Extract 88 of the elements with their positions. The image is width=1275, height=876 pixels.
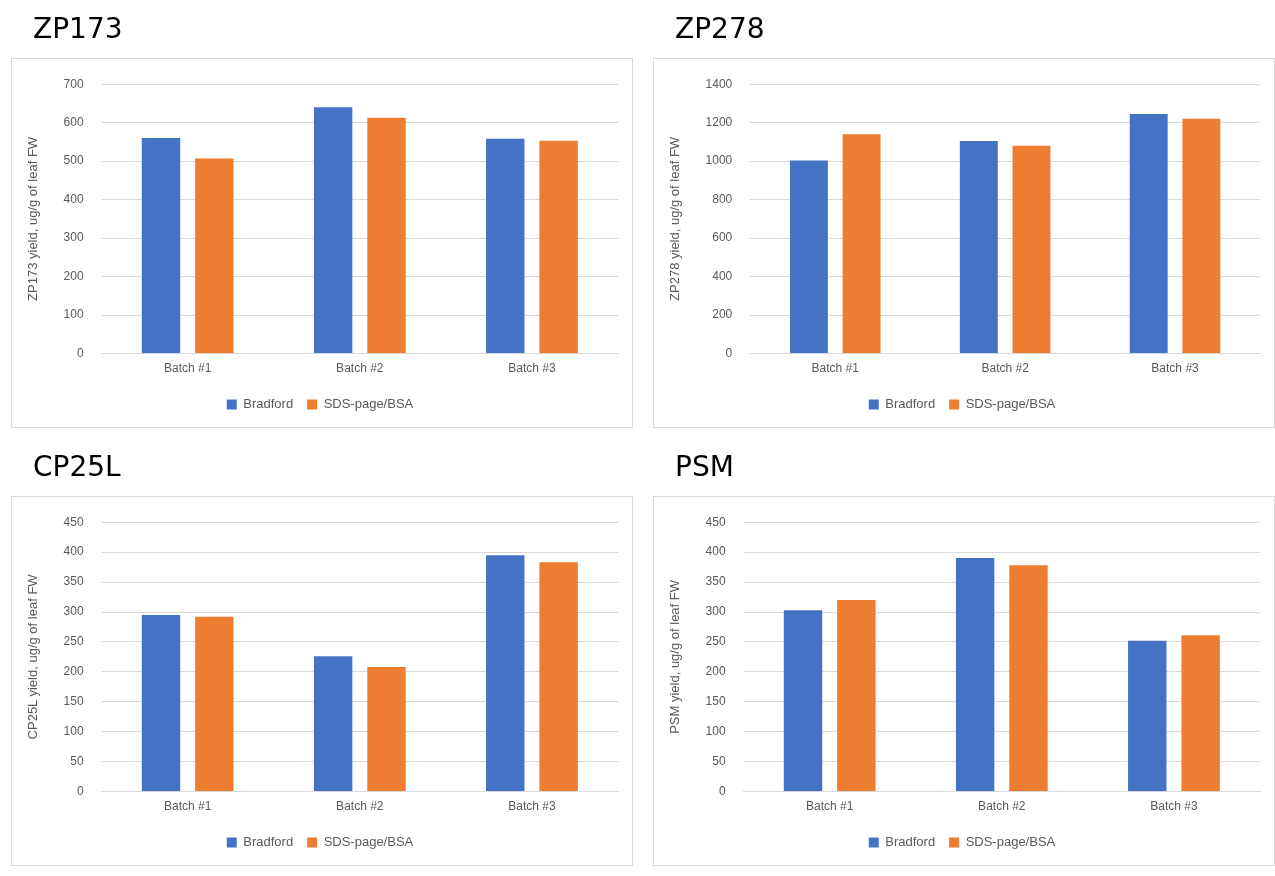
legend-label: SDS-page/BSA [323,396,414,412]
chart-title: ZP278 [674,11,766,47]
y-tick-label: 400 [705,544,726,559]
legend-label: Bradford [885,396,936,412]
y-tick-label: 200 [63,268,84,283]
y-tick-label: 350 [705,574,726,589]
bar [837,600,876,792]
y-tick-label: 400 [63,544,84,559]
bar [367,117,406,354]
x-tick-label: Batch #1 [806,799,854,814]
y-tick-label: 450 [705,514,726,529]
legend-label: Bradford [243,834,294,850]
y-tick-label: 0 [76,783,84,798]
y-axis-title: CP25L yield, ug/g of leaf FW [25,573,41,740]
bar [1181,635,1220,792]
y-tick-label: 100 [705,724,726,739]
y-tick-label: 50 [70,753,84,768]
y-tick-label: 400 [63,191,84,206]
y-axis-title: ZP278 yield, ug/g of leaf FW [667,136,683,301]
bar [783,610,823,792]
y-tick-label: 0 [76,345,84,360]
x-tick-label: Batch #2 [978,799,1026,814]
bar [486,555,525,792]
x-tick-label: Batch #1 [164,799,212,814]
x-tick-label: Batch #1 [164,361,212,376]
bar [313,107,353,354]
legend-label: Bradford [885,834,936,850]
y-axis-title: ZP173 yield, ug/g of leaf FW [25,136,41,301]
x-tick-label: Batch #3 [508,361,556,376]
bar [195,616,234,792]
y-tick-label: 0 [718,783,726,798]
bar [539,140,578,354]
bar [789,160,828,354]
y-tick-label: 250 [705,634,726,649]
y-tick-label: 800 [712,191,733,206]
y-tick-label: 1000 [705,153,733,168]
y-tick-label: 400 [712,268,733,283]
y-tick-label: 300 [63,604,84,619]
legend-label: SDS-page/BSA [965,396,1056,412]
chart-title: CP25L [32,449,122,485]
x-tick-label: Batch #3 [508,799,556,814]
y-tick-label: 200 [712,307,733,322]
y-tick-label: 700 [63,76,84,91]
y-tick-label: 150 [63,694,84,709]
chart-title: PSM [674,449,735,485]
bar [486,138,525,354]
y-tick-label: 300 [63,230,84,245]
x-tick-label: Batch #2 [336,361,384,376]
bar [1182,118,1221,354]
bar [1129,114,1168,354]
y-tick-label: 0 [725,345,733,360]
y-tick-label: 600 [63,115,84,129]
y-tick-label: 100 [63,724,84,739]
bar [842,134,881,354]
y-tick-label: 600 [712,230,733,245]
legend-label: SDS-page/BSA [965,834,1056,850]
y-tick-label: 200 [705,664,726,679]
y-tick-label: 450 [63,514,84,529]
bar [313,656,353,792]
y-tick-label: 200 [63,664,84,679]
y-tick-label: 50 [712,753,726,768]
bar [195,158,234,354]
y-tick-label: 150 [705,694,726,709]
y-tick-label: 500 [63,153,84,168]
bar [141,138,181,354]
bar [1009,565,1048,792]
bar [141,614,181,792]
x-tick-label: Batch #2 [981,361,1030,376]
bar [959,140,998,354]
legend-label: SDS-page/BSA [323,834,414,850]
x-tick-label: Batch #2 [336,799,384,814]
y-axis-title: PSM yield, ug/g of leaf FW [667,579,683,734]
legend-label: Bradford [243,396,294,412]
y-tick-label: 350 [63,574,84,589]
bar [955,558,995,792]
bar [1012,145,1051,354]
bar [1128,640,1167,792]
y-tick-label: 1400 [705,76,733,91]
y-tick-label: 1200 [705,115,733,129]
bar [367,667,406,792]
y-tick-label: 250 [63,634,84,649]
y-tick-label: 300 [705,604,726,619]
chart-title: ZP173 [32,11,124,47]
x-tick-label: Batch #3 [1150,799,1198,814]
bar [539,562,578,792]
x-tick-label: Batch #1 [811,361,860,376]
y-tick-label: 100 [63,307,84,322]
x-tick-label: Batch #3 [1151,361,1200,376]
